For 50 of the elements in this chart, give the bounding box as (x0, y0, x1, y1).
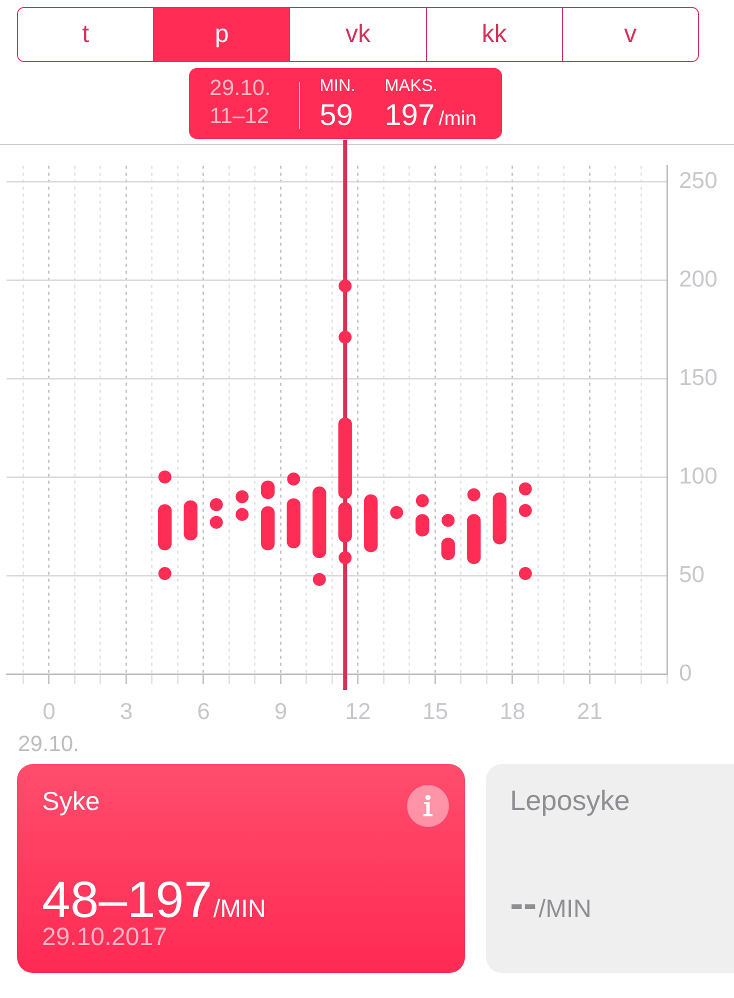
bar (158, 504, 172, 550)
point (518, 567, 532, 580)
x-tick-label: 3 (120, 698, 133, 724)
point (158, 567, 172, 580)
y-tick-label: 150 (679, 364, 718, 390)
bar (467, 514, 481, 564)
point (518, 482, 532, 496)
point (442, 514, 455, 527)
bar (338, 502, 352, 542)
text: /MIN (538, 895, 592, 923)
y-tick-label: 50 (679, 560, 705, 587)
bar (261, 506, 275, 550)
x-tick-label: 18 (500, 698, 526, 724)
point (467, 488, 480, 502)
text: Syke (42, 786, 100, 816)
x-tick-label: 0 (42, 698, 56, 724)
y-tick-label: 200 (679, 265, 718, 292)
point (210, 516, 223, 529)
bar (286, 498, 300, 548)
bar (312, 486, 326, 558)
x-tick-label: 9 (274, 698, 288, 724)
point (236, 508, 249, 521)
bar (492, 492, 506, 544)
point (287, 472, 300, 486)
bar (364, 494, 378, 552)
point (518, 504, 532, 518)
point (338, 279, 352, 292)
x-tick-label: 12 (345, 698, 371, 724)
x-tick-label: 21 (576, 698, 603, 724)
point (312, 572, 326, 586)
y-tick-label: 250 (679, 166, 718, 193)
x-tick-label: 6 (197, 698, 210, 724)
point (236, 490, 249, 504)
point (210, 498, 223, 512)
y-tick-label: 0 (679, 659, 692, 686)
point (338, 330, 352, 344)
bar (338, 418, 352, 500)
x-tick-label: 15 (422, 698, 448, 724)
y-tick-label: 100 (679, 462, 718, 488)
segmented-control: t p vk kk v (17, 7, 699, 62)
tooltip: 29.10. 11–12 MIN. 59 MAKS. 197/min (188, 68, 502, 139)
point (158, 470, 172, 484)
text: /MIN (213, 895, 266, 923)
text: -- (510, 882, 537, 926)
text: Leposyke (510, 785, 630, 816)
x-axis-title: 29.10. (18, 731, 80, 756)
point (416, 494, 429, 508)
bar (184, 500, 198, 540)
point (390, 506, 404, 519)
point (338, 551, 352, 564)
